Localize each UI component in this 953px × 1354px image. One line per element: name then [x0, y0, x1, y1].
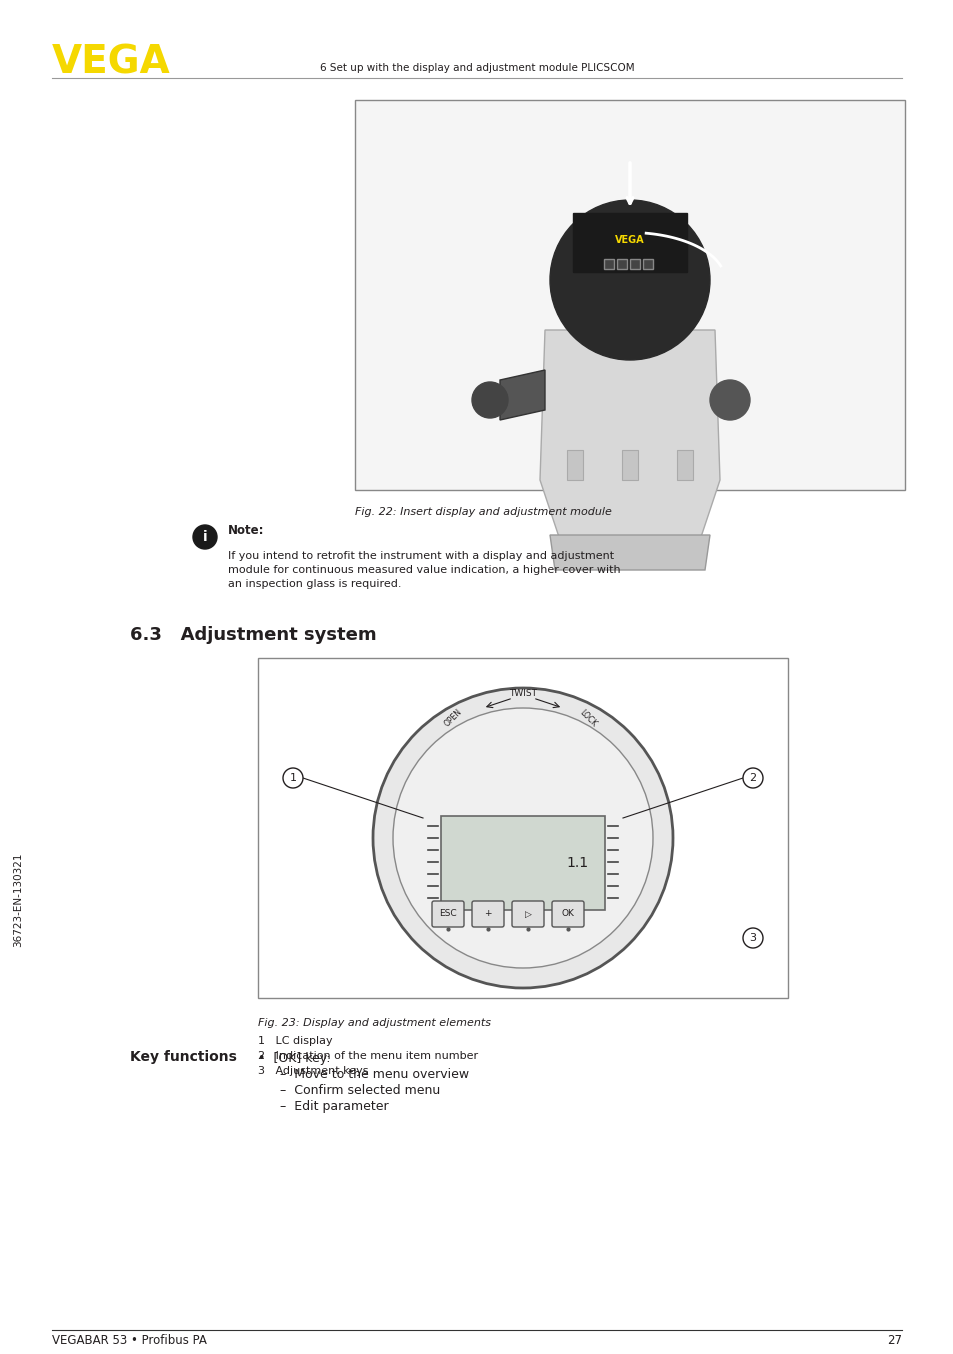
FancyBboxPatch shape — [677, 450, 692, 481]
Text: TWIST: TWIST — [509, 688, 537, 697]
Text: 27: 27 — [886, 1334, 901, 1346]
Circle shape — [742, 768, 762, 788]
Circle shape — [709, 380, 749, 420]
Text: 1: 1 — [289, 773, 296, 783]
Text: –  Move to the menu overview: – Move to the menu overview — [280, 1068, 469, 1080]
Circle shape — [283, 768, 303, 788]
Text: OK: OK — [561, 910, 574, 918]
FancyBboxPatch shape — [573, 213, 686, 272]
FancyBboxPatch shape — [621, 450, 638, 481]
Polygon shape — [539, 330, 720, 540]
Text: 1   LC display: 1 LC display — [257, 1036, 333, 1047]
Text: VEGA: VEGA — [52, 43, 171, 81]
FancyBboxPatch shape — [617, 259, 627, 268]
Polygon shape — [499, 370, 544, 420]
Circle shape — [193, 525, 216, 548]
Text: If you intend to retrofit the instrument with a display and adjustment
module fo: If you intend to retrofit the instrument… — [228, 551, 620, 589]
Text: OPEN: OPEN — [442, 707, 463, 728]
FancyBboxPatch shape — [432, 900, 463, 927]
Circle shape — [550, 200, 709, 360]
FancyBboxPatch shape — [643, 259, 653, 268]
Circle shape — [742, 927, 762, 948]
Text: 2: 2 — [749, 773, 756, 783]
Polygon shape — [550, 535, 709, 570]
FancyBboxPatch shape — [630, 259, 639, 268]
Text: Note:: Note: — [228, 524, 264, 538]
Text: 1.1: 1.1 — [566, 856, 588, 871]
Text: –  Confirm selected menu: – Confirm selected menu — [280, 1085, 439, 1097]
Text: VEGA: VEGA — [615, 236, 644, 245]
Text: Fig. 22: Insert display and adjustment module: Fig. 22: Insert display and adjustment m… — [355, 506, 611, 517]
Text: i: i — [202, 529, 207, 544]
Text: 36723-EN-130321: 36723-EN-130321 — [13, 853, 23, 948]
Text: 6 Set up with the display and adjustment module PLICSCOM: 6 Set up with the display and adjustment… — [319, 64, 634, 73]
Text: 3: 3 — [749, 933, 756, 942]
Text: ▷: ▷ — [524, 910, 531, 918]
Text: Key functions: Key functions — [130, 1049, 236, 1064]
Text: VEGABAR 53 • Profibus PA: VEGABAR 53 • Profibus PA — [52, 1334, 207, 1346]
FancyBboxPatch shape — [472, 900, 503, 927]
Circle shape — [472, 382, 507, 418]
Text: +: + — [484, 910, 491, 918]
Circle shape — [393, 708, 652, 968]
Text: 6.3   Adjustment system: 6.3 Adjustment system — [130, 626, 376, 645]
Circle shape — [373, 688, 672, 988]
Text: –  Edit parameter: – Edit parameter — [280, 1099, 388, 1113]
FancyBboxPatch shape — [552, 900, 583, 927]
FancyBboxPatch shape — [355, 100, 904, 490]
Text: Fig. 23: Display and adjustment elements: Fig. 23: Display and adjustment elements — [257, 1018, 491, 1028]
Text: LOCK: LOCK — [578, 708, 598, 728]
Text: 3   Adjustment keys: 3 Adjustment keys — [257, 1066, 368, 1076]
FancyBboxPatch shape — [440, 816, 604, 910]
FancyBboxPatch shape — [257, 658, 787, 998]
Text: 2   Indication of the menu item number: 2 Indication of the menu item number — [257, 1051, 477, 1062]
Text: •  [OK] key:: • [OK] key: — [257, 1052, 330, 1066]
Text: ESC: ESC — [438, 910, 456, 918]
FancyBboxPatch shape — [604, 259, 614, 268]
FancyBboxPatch shape — [512, 900, 543, 927]
FancyBboxPatch shape — [566, 450, 582, 481]
